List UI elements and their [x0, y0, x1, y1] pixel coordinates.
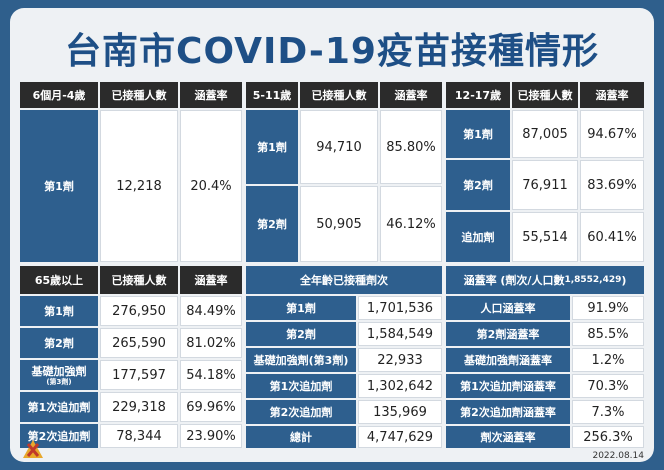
teen-dose2-count: 76,911 — [512, 160, 578, 210]
child-header-group: 5-11歲 — [246, 82, 298, 108]
all-ages-dose2-value: 1,584,549 — [358, 322, 442, 346]
coverage-second-booster-label: 第2次追加劑涵蓋率 — [446, 400, 570, 424]
coverage-booster-label: 基礎加強劑涵蓋率 — [446, 348, 570, 372]
child-header-rate: 涵蓋率 — [380, 82, 442, 108]
child-dose1-label: 第1劑 — [246, 110, 298, 184]
elder-booster-note: (第3劑) — [46, 377, 72, 386]
all-ages-total-value: 4,747,629 — [358, 426, 442, 448]
coverage-second-booster-value: 7.3% — [572, 400, 644, 424]
all-ages-booster-value: 22,933 — [358, 348, 442, 372]
coverage-first-booster-value: 70.3% — [572, 374, 644, 398]
all-ages-second-booster-label: 第2次追加劑 — [246, 400, 356, 424]
elder-dose1-count: 276,950 — [100, 296, 178, 326]
elder-dose2-rate: 81.02% — [180, 328, 242, 358]
elder-dose1-rate: 84.49% — [180, 296, 242, 326]
child-dose2-count: 50,905 — [300, 186, 378, 262]
all-ages-dose1-value: 1,701,536 — [358, 296, 442, 320]
child-dose2-rate: 46.12% — [380, 186, 442, 262]
infant-dose1-count: 12,218 — [100, 110, 178, 262]
teen-dose2-rate: 83.69% — [580, 160, 644, 210]
teen-booster-count: 55,514 — [512, 212, 578, 262]
elder-second-booster-rate: 23.90% — [180, 424, 242, 448]
elder-booster-label-cell: 基礎加強劑 (第3劑) — [20, 360, 98, 390]
teen-dose1-label: 第1劑 — [446, 110, 510, 158]
elder-second-booster-count: 78,344 — [100, 424, 178, 448]
all-ages-second-booster-value: 135,969 — [358, 400, 442, 424]
infant-dose1-label: 第1劑 — [20, 110, 98, 262]
all-ages-first-booster-value: 1,302,642 — [358, 374, 442, 398]
page-title: 台南市COVID-19疫苗接種情形 — [65, 31, 599, 72]
infant-header-group: 6個月-4歲 — [20, 82, 98, 108]
all-ages-dose1-label: 第1劑 — [246, 296, 356, 320]
coverage-dose2-value: 85.5% — [572, 322, 644, 346]
elder-first-booster-count: 229,318 — [100, 392, 178, 422]
elder-dose1-label: 第1劑 — [20, 296, 98, 326]
elder-first-booster-label: 第1次追加劑 — [20, 392, 98, 422]
elder-header-rate: 涵蓋率 — [180, 266, 242, 294]
child-dose1-rate: 85.80% — [380, 110, 442, 184]
teen-booster-label: 追加劑 — [446, 212, 510, 262]
elder-first-booster-rate: 69.96% — [180, 392, 242, 422]
all-ages-first-booster-label: 第1次追加劑 — [246, 374, 356, 398]
coverage-population-value: 91.9% — [572, 296, 644, 320]
elder-header-group: 65歲以上 — [20, 266, 98, 294]
teen-dose1-count: 87,005 — [512, 110, 578, 158]
elder-header-count: 已接種人數 — [100, 266, 178, 294]
child-header-count: 已接種人數 — [300, 82, 378, 108]
elder-dose2-label: 第2劑 — [20, 328, 98, 358]
infant-header-rate: 涵蓋率 — [180, 82, 242, 108]
date-stamp: 2022.08.14 — [592, 451, 644, 461]
child-dose1-count: 94,710 — [300, 110, 378, 184]
teen-booster-rate: 60.41% — [580, 212, 644, 262]
coverage-header-text: 涵蓋率 (劑次/人口數 — [463, 274, 565, 287]
coverage-population-label: 人口涵蓋率 — [446, 296, 570, 320]
coverage-header-close: ) — [621, 273, 627, 287]
coverage-header-population: 1,8552,429 — [564, 275, 622, 285]
teen-header-count: 已接種人數 — [512, 82, 578, 108]
all-ages-booster-label: 基礎加強劑(第3劑) — [246, 348, 356, 372]
coverage-dose2-label: 第2劑涵蓋率 — [446, 322, 570, 346]
infant-dose1-rate: 20.4% — [180, 110, 242, 262]
coverage-first-booster-label: 第1次追加劑涵蓋率 — [446, 374, 570, 398]
all-ages-dose2-label: 第2劑 — [246, 322, 356, 346]
elder-dose2-count: 265,590 — [100, 328, 178, 358]
teen-header-group: 12-17歲 — [446, 82, 510, 108]
infant-header-count: 已接種人數 — [100, 82, 178, 108]
all-ages-total-label: 總計 — [246, 426, 356, 448]
child-dose2-label: 第2劑 — [246, 186, 298, 262]
teen-dose1-rate: 94.67% — [580, 110, 644, 158]
coverage-dose-value: 256.3% — [572, 426, 644, 448]
city-logo-icon — [23, 440, 43, 458]
coverage-dose-label: 劑次涵蓋率 — [446, 426, 570, 448]
teen-dose2-label: 第2劑 — [446, 160, 510, 210]
teen-header-rate: 涵蓋率 — [580, 82, 644, 108]
all-ages-header: 全年齡已接種劑次 — [246, 266, 442, 294]
elder-booster-count: 177,597 — [100, 360, 178, 390]
elder-booster-rate: 54.18% — [180, 360, 242, 390]
coverage-header: 涵蓋率 (劑次/人口數 1,8552,429 ) — [446, 266, 644, 294]
elder-booster-label: 基礎加強劑 — [31, 364, 87, 378]
coverage-booster-value: 1.2% — [572, 348, 644, 372]
